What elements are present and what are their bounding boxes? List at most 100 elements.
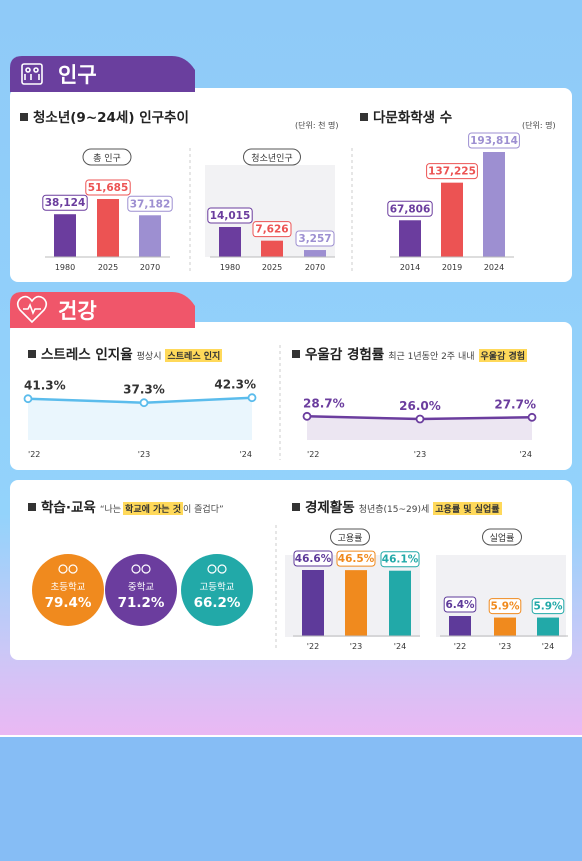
value-label: 71.2% bbox=[118, 595, 165, 611]
value-label-box bbox=[443, 596, 477, 613]
value-label: 3,257 bbox=[298, 233, 331, 245]
card bbox=[10, 322, 572, 470]
value-label: 137,225 bbox=[428, 166, 476, 178]
bar bbox=[345, 570, 367, 636]
panel-header: 학습·교육 “나는 학교에 가는 것 이 즐겁다” bbox=[28, 496, 224, 516]
area bbox=[307, 416, 532, 440]
value-label: 79.4% bbox=[45, 595, 92, 611]
value-label-box bbox=[380, 551, 420, 568]
point bbox=[23, 394, 33, 404]
panel-note-highlight: 학교에 가는 것 bbox=[123, 502, 183, 515]
value-label: 7,626 bbox=[255, 224, 288, 236]
x-tick-label: '24 bbox=[394, 642, 406, 651]
value-label: 14,015 bbox=[210, 210, 251, 222]
value-label: 46.1% bbox=[382, 554, 419, 566]
x-tick-label: '24 bbox=[240, 450, 252, 459]
panel-note: 이 즐겁다” bbox=[183, 505, 224, 515]
value-label-box bbox=[85, 179, 131, 196]
x-tick-label: '22 bbox=[454, 642, 466, 651]
panel-header: 다문화학생 수 bbox=[360, 106, 452, 126]
value-label: 42.3% bbox=[214, 378, 256, 392]
x-tick-label: '23 bbox=[414, 450, 426, 459]
x-tick-label: 2025 bbox=[98, 263, 118, 272]
bar bbox=[483, 152, 505, 257]
x-tick-label: '23 bbox=[138, 450, 150, 459]
value-label: 37,182 bbox=[130, 198, 171, 210]
category-label: 중학교 bbox=[128, 582, 154, 593]
x-tick-label: 2070 bbox=[140, 263, 160, 272]
bar bbox=[537, 617, 559, 636]
value-circle bbox=[181, 554, 253, 626]
section-tab bbox=[10, 56, 195, 92]
value-label-box bbox=[531, 598, 565, 615]
icon-head bbox=[58, 564, 68, 574]
x-tick-label: '22 bbox=[28, 450, 40, 459]
category-label: 고등학교 bbox=[200, 582, 235, 593]
icon-head bbox=[141, 564, 151, 574]
point bbox=[247, 393, 257, 403]
value-label: 5.9% bbox=[533, 601, 563, 613]
subtitle-pill bbox=[330, 528, 370, 546]
value-label: 51,685 bbox=[88, 182, 129, 194]
subtitle-pill bbox=[482, 528, 522, 546]
x-tick-label: 2025 bbox=[262, 263, 282, 272]
value-label-box bbox=[42, 194, 88, 211]
value-label-box bbox=[336, 550, 376, 567]
panel-header: 경제활동 청년층(15~29)세 고용률 및 실업률 bbox=[292, 496, 502, 516]
value-label: 46.6% bbox=[295, 553, 332, 565]
value-label-box bbox=[252, 221, 292, 238]
section-title: 건강 bbox=[58, 299, 97, 323]
x-tick-label: 2014 bbox=[400, 263, 420, 272]
value-circle bbox=[32, 554, 104, 626]
x-tick-label: '22 bbox=[307, 450, 319, 459]
value-label: 41.3% bbox=[24, 379, 66, 393]
panel-title: 학습·교육 bbox=[28, 496, 96, 516]
value-label-box bbox=[127, 195, 173, 212]
value-label: 26.0% bbox=[399, 399, 441, 413]
value-label: 37.3% bbox=[123, 383, 165, 397]
value-label-box bbox=[426, 163, 478, 180]
x-tick-label: '23 bbox=[350, 642, 362, 651]
value-label-box bbox=[295, 230, 335, 247]
chart-subtitle: 청소년인구 bbox=[251, 153, 292, 164]
panel-note: 최근 1년동안 2주 내내 bbox=[388, 352, 475, 362]
panel-title: 다문화학생 수 bbox=[360, 106, 452, 126]
bar bbox=[399, 220, 421, 257]
unit-note: (단위: 명) bbox=[522, 121, 556, 130]
panel-title: 우울감 경험률 bbox=[292, 343, 384, 363]
panel-title: 스트레스 인지율 bbox=[28, 343, 133, 363]
unit-note: (단위: 천 명) bbox=[295, 121, 339, 130]
bar bbox=[219, 227, 241, 257]
value-label: 28.7% bbox=[303, 396, 345, 410]
icon-head bbox=[131, 564, 141, 574]
value-label: 67,806 bbox=[390, 203, 431, 215]
value-label-box bbox=[207, 207, 253, 224]
panel-note: 청년층(15~29)세 bbox=[358, 505, 430, 515]
icon-head bbox=[68, 564, 78, 574]
bar bbox=[441, 182, 463, 257]
icon bbox=[21, 63, 43, 85]
x-tick-label: 2070 bbox=[305, 263, 325, 272]
chart-subtitle: 총 인구 bbox=[93, 153, 121, 164]
panel-title: 청소년(9~24세) 인구추이 bbox=[20, 106, 189, 126]
value-label: 27.7% bbox=[494, 397, 536, 411]
x-tick-label: '24 bbox=[542, 642, 554, 651]
panel-note-highlight: 고용률 및 실업률 bbox=[433, 502, 502, 515]
section-title: 인구 bbox=[58, 63, 97, 87]
value-label-box bbox=[387, 200, 433, 217]
x-tick-label: 1980 bbox=[220, 263, 240, 272]
point bbox=[139, 398, 149, 408]
value-circle bbox=[105, 554, 177, 626]
x-tick-label: 1980 bbox=[55, 263, 75, 272]
icon-head bbox=[207, 564, 217, 574]
bar bbox=[302, 570, 324, 636]
panel-note: 평상시 bbox=[136, 352, 162, 362]
bar bbox=[54, 214, 76, 257]
icon-head bbox=[217, 564, 227, 574]
panel-header: 청소년(9~24세) 인구추이 bbox=[20, 106, 189, 126]
value-label: 38,124 bbox=[45, 197, 86, 209]
value-label: 6.4% bbox=[445, 599, 475, 611]
bar bbox=[449, 616, 471, 636]
point bbox=[527, 412, 537, 422]
